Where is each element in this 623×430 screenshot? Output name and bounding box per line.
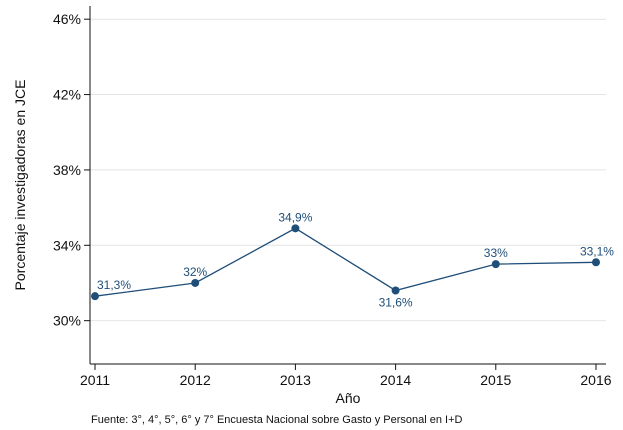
data-label-0: 31,3% bbox=[97, 278, 131, 292]
x-tick-label-0: 2011 bbox=[80, 372, 110, 388]
axes bbox=[89, 6, 606, 365]
y-tick-label-2: 38% bbox=[53, 162, 81, 178]
y-axis-title: Porcentaje investigadoras en JCE bbox=[12, 80, 28, 291]
y-tick-label-0: 30% bbox=[53, 313, 81, 329]
y-tick-label-4: 46% bbox=[53, 11, 81, 27]
data-point-0 bbox=[91, 292, 100, 301]
y-tick-label-1: 34% bbox=[53, 237, 81, 253]
series-line-layer bbox=[94, 227, 597, 297]
data-point-5 bbox=[591, 258, 600, 267]
x-tick-label-4: 2015 bbox=[480, 372, 511, 388]
data-label-1: 32% bbox=[183, 265, 207, 279]
data-point-3 bbox=[391, 286, 400, 295]
x-tick-label-1: 2012 bbox=[180, 372, 211, 388]
grid-lines bbox=[90, 18, 606, 322]
source-note: Fuente: 3°, 4°, 5°, 6° y 7° Encuesta Nac… bbox=[91, 414, 462, 426]
x-tick-label-5: 2016 bbox=[580, 372, 611, 388]
data-label-5: 33,1% bbox=[580, 244, 614, 258]
y-tick-label-3: 42% bbox=[53, 87, 81, 103]
data-labels: 31,3% 32% 34,9% 31,6% 33% 33,1% bbox=[97, 210, 614, 309]
data-point-1 bbox=[191, 278, 200, 287]
x-axis-title: Año bbox=[336, 390, 361, 406]
series-line bbox=[94, 227, 597, 297]
data-point-2 bbox=[291, 224, 300, 233]
x-tick-label-2: 2013 bbox=[280, 372, 311, 388]
x-tick-label-3: 2014 bbox=[380, 372, 411, 388]
data-points bbox=[91, 224, 600, 301]
data-point-4 bbox=[491, 260, 500, 269]
data-label-4: 33% bbox=[484, 246, 508, 260]
data-label-2: 34,9% bbox=[278, 210, 312, 224]
tick-labels: 30% 34% 38% 42% 46% 2011 2012 2013 2014 2015 2016 bbox=[53, 11, 612, 388]
data-label-3: 31,6% bbox=[379, 296, 413, 310]
